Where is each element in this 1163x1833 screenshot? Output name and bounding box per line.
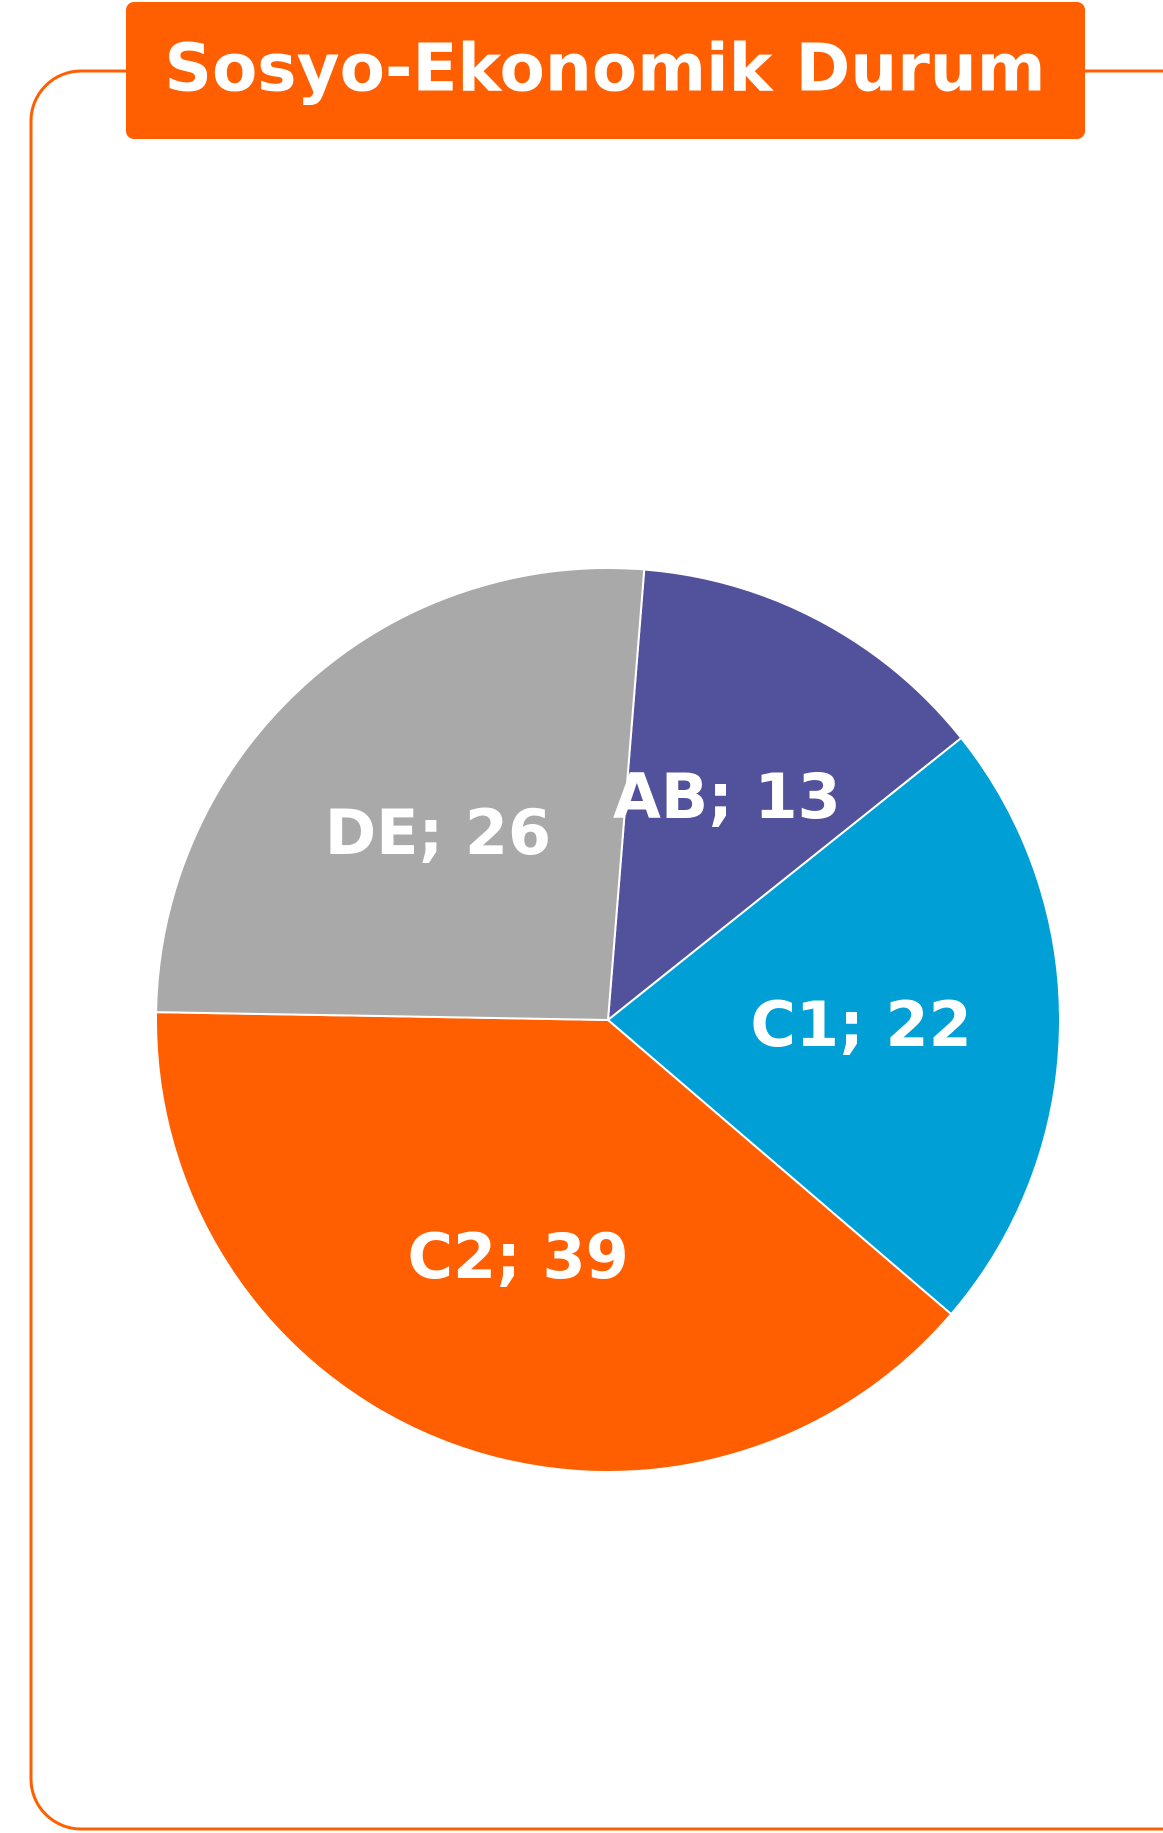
title-box [126, 2, 1085, 139]
pie-slice [606, 568, 963, 1023]
data-label: C2; 39 [407, 1220, 628, 1293]
pie-slice [155, 567, 646, 1022]
pie: AB; 13 C1; 22 C2; 39 DE; 26 [155, 567, 1061, 1473]
data-label: DE; 26 [325, 796, 551, 869]
data-label: C1; 22 [750, 988, 971, 1061]
chart-title: Sosyo-Ekonomik Durum [164, 30, 1045, 107]
pie-slice [606, 736, 1061, 1316]
data-label: AB; 13 [613, 760, 841, 833]
pie-slice [155, 1011, 953, 1473]
